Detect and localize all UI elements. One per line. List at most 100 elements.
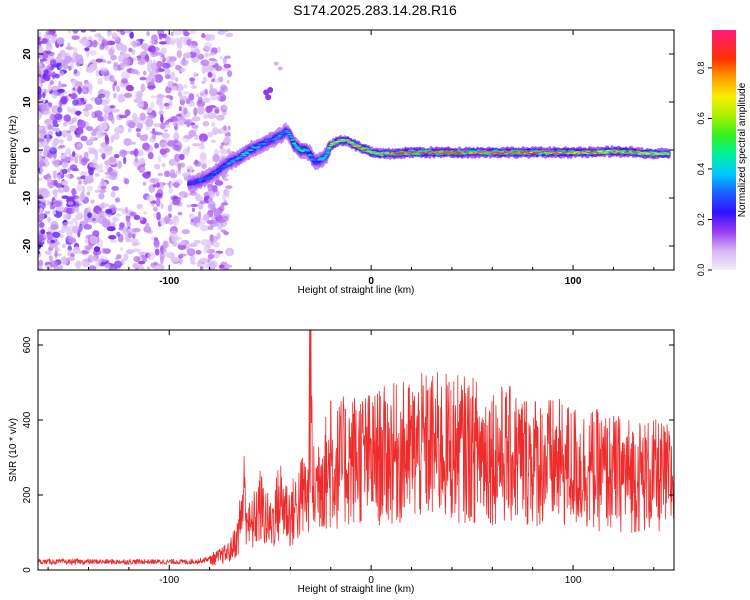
- heatmap-ridge-cell: [256, 146, 261, 148]
- heatmap-noise-blob: [61, 160, 69, 169]
- heatmap-noise-blob: [131, 227, 141, 233]
- heatmap-ridge-cell: [406, 152, 411, 154]
- heatmap-noise-blob: [93, 164, 99, 168]
- heatmap-noise-blob: [115, 217, 120, 222]
- heatmap-noise-blob: [90, 131, 97, 137]
- heatmap-noise-blob: [70, 59, 74, 69]
- heatmap-noise-blob: [225, 32, 234, 38]
- heatmap-noise-blob: [59, 234, 64, 238]
- heatmap-noise-blob: [145, 118, 154, 128]
- heatmap-noise-blob: [124, 206, 129, 214]
- heatmap-noise-blob: [192, 143, 202, 147]
- heatmap-ridge-cell: [564, 151, 569, 153]
- heatmap-noise-blob: [88, 149, 97, 155]
- heatmap-ridge-cell: [657, 153, 663, 155]
- heatmap-ridge-cell: [308, 154, 314, 157]
- heatmap-ridge-cell: [592, 153, 598, 154]
- heatmap-noise-blob: [143, 211, 148, 215]
- heatmap-noise-blob: [220, 30, 229, 33]
- heatmap-noise-blob: [95, 69, 100, 77]
- heatmap-ridge-cell: [506, 150, 511, 152]
- heatmap-noise-blob: [49, 80, 54, 85]
- heatmap-noise-blob: [44, 118, 53, 126]
- heatmap-noise-blob: [77, 86, 82, 95]
- heatmap-noise-blob: [203, 42, 213, 51]
- heatmap-noise-blob: [39, 64, 47, 71]
- heatmap-ridge-cell: [625, 151, 630, 152]
- heatmap-ridge-cell: [249, 149, 254, 151]
- heatmap-noise-blob: [44, 250, 52, 255]
- heatmap-noise-blob: [80, 191, 85, 200]
- heatmap-ridge-cell: [486, 152, 492, 155]
- heatmap-noise-blob: [172, 121, 177, 126]
- heatmap-noise-blob: [205, 105, 212, 114]
- heatmap-ridge-cell: [346, 140, 352, 142]
- heatmap-noise-blob: [154, 74, 164, 83]
- heatmap-ridge-cell: [595, 152, 601, 153]
- heatmap-noise-blob: [53, 200, 62, 208]
- heatmap-noise-blob: [207, 71, 213, 78]
- heatmap-noise-blob: [50, 224, 59, 231]
- heatmap-noise-blob: [147, 64, 152, 72]
- heatmap-noise-blob: [200, 139, 205, 148]
- heatmap-noise-blob: [209, 235, 219, 243]
- heatmap-noise-blob: [88, 49, 97, 56]
- heatmap-noise-blob: [119, 247, 124, 252]
- heatmap-noise-blob: [169, 168, 176, 178]
- heatmap-x-tick-label: 100: [565, 276, 582, 287]
- heatmap-noise-blob: [87, 212, 92, 219]
- heatmap-noise-blob: [177, 162, 182, 172]
- heatmap-noise-blob: [49, 260, 59, 268]
- heatmap-ridge-cell: [571, 153, 577, 154]
- snr-y-tick-label: 0: [22, 567, 33, 573]
- heatmap-ridge-cell: [409, 153, 414, 155]
- heatmap-noise-blob: [108, 235, 117, 240]
- heatmap-ridge-cell: [643, 152, 649, 154]
- heatmap-ridge-cell: [320, 158, 325, 161]
- heatmap-noise-blob: [61, 225, 71, 232]
- heatmap-noise-blob: [177, 242, 186, 246]
- heatmap-ridge-cell: [448, 151, 454, 153]
- heatmap-noise-blob: [216, 46, 221, 53]
- heatmap-noise-blob: [167, 80, 172, 88]
- heatmap-noise-blob: [180, 59, 189, 66]
- heatmap-noise-blob: [216, 114, 225, 121]
- heatmap-noise-blob: [123, 253, 129, 261]
- heatmap-noise-blob: [207, 261, 216, 270]
- heatmap-noise-blob: [212, 241, 221, 248]
- heatmap-noise-blob: [90, 136, 94, 140]
- heatmap-noise-blob: [72, 87, 76, 91]
- heatmap-noise-blob: [80, 171, 88, 177]
- heatmap-noise-blob: [176, 83, 184, 92]
- snr-x-ticks: -100 0 100: [47, 330, 655, 586]
- heatmap-ridge-cell: [215, 170, 220, 172]
- snr-y-tick-label: 400: [22, 411, 33, 428]
- heatmap-noise-blob: [116, 30, 121, 33]
- heatmap-noise-blob: [46, 50, 52, 54]
- heatmap-noise-blob: [97, 78, 103, 85]
- heatmap-ridge-cell: [349, 142, 355, 143]
- heatmap-noise-blob: [188, 30, 197, 35]
- heatmap-noise-blob: [102, 217, 107, 224]
- heatmap-y-label: Frequency (Hz): [8, 116, 19, 185]
- heatmap-noise-blob: [167, 204, 173, 212]
- heatmap-noise-blob: [95, 58, 104, 63]
- heatmap-noise-blob: [152, 77, 156, 82]
- heatmap-noise-blob: [158, 33, 163, 40]
- heatmap-ridge-cell: [420, 151, 425, 153]
- heatmap-noise-blob: [173, 181, 180, 189]
- heatmap-noise-blob: [126, 220, 131, 228]
- heatmap-noise-blob: [175, 64, 181, 71]
- heatmap-noise-blob: [50, 239, 55, 244]
- heatmap-noise-blob: [99, 163, 104, 169]
- heatmap-noise-blob: [164, 215, 170, 220]
- heatmap-noise-blob: [43, 110, 52, 115]
- heatmap-noise-blob: [162, 240, 168, 250]
- heatmap-noise-blob: [190, 191, 197, 196]
- snr-y-tick-label: 600: [22, 336, 33, 353]
- heatmap-noise-blob: [127, 232, 133, 239]
- heatmap-ridge-cell: [356, 145, 362, 148]
- heatmap-noise-blob: [193, 71, 197, 78]
- heatmap-ridge-cell: [551, 153, 557, 154]
